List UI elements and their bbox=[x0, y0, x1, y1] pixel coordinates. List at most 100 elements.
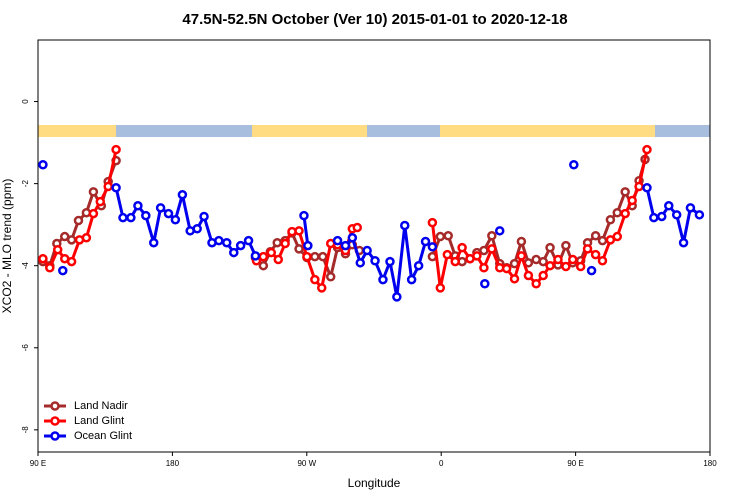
data-point bbox=[605, 214, 616, 225]
data-point bbox=[378, 274, 388, 285]
data-point bbox=[523, 270, 534, 281]
land-band bbox=[38, 125, 116, 137]
data-point bbox=[501, 263, 512, 274]
y-tick-label: -6 bbox=[21, 344, 30, 352]
data-point bbox=[545, 242, 555, 253]
legend-marker bbox=[50, 416, 60, 426]
data-point bbox=[642, 144, 652, 155]
data-point bbox=[480, 279, 490, 289]
data-point bbox=[494, 226, 505, 236]
data-point bbox=[685, 203, 696, 213]
data-point bbox=[243, 235, 254, 246]
data-point bbox=[148, 237, 159, 248]
data-point bbox=[126, 212, 136, 223]
legend: Land Nadir Land Glint Ocean Glint bbox=[44, 400, 132, 442]
data-point bbox=[590, 230, 601, 241]
data-point bbox=[66, 256, 77, 267]
ocean-band bbox=[367, 125, 440, 137]
data-point bbox=[88, 187, 99, 197]
y-axis-label: XCO2 - MLO trend (ppm) bbox=[0, 179, 14, 314]
x-tick-label: 90 E bbox=[30, 459, 46, 468]
data-point bbox=[38, 253, 48, 264]
data-point bbox=[141, 210, 151, 221]
data-point bbox=[435, 283, 446, 293]
data-point bbox=[538, 270, 548, 281]
x-tick-label: 90 W bbox=[297, 459, 316, 468]
ocean-band bbox=[655, 125, 710, 137]
x-tick-label: 0 bbox=[439, 459, 444, 468]
data-point bbox=[627, 195, 637, 206]
data-point bbox=[516, 251, 527, 261]
data-point bbox=[597, 235, 608, 246]
chart-title: 47.5N-52.5N October (Ver 10) 2015-01-01 … bbox=[182, 11, 567, 28]
data-point bbox=[310, 274, 320, 285]
y-tick-label: -2 bbox=[21, 180, 30, 188]
data-point bbox=[479, 262, 489, 273]
data-point bbox=[258, 251, 269, 262]
data-point bbox=[222, 237, 232, 248]
data-point bbox=[634, 181, 644, 192]
data-point bbox=[199, 211, 209, 222]
data-point bbox=[81, 233, 92, 243]
data-point bbox=[229, 247, 239, 258]
data-point bbox=[620, 187, 630, 197]
data-point bbox=[553, 254, 563, 265]
data-point bbox=[266, 247, 277, 258]
data-point bbox=[347, 233, 358, 243]
series-line bbox=[114, 187, 701, 298]
data-point bbox=[362, 245, 372, 256]
y-tick-label: -4 bbox=[21, 262, 30, 270]
data-point bbox=[170, 214, 181, 225]
data-point bbox=[575, 261, 586, 272]
data-point bbox=[258, 260, 269, 271]
data-point bbox=[58, 265, 68, 276]
legend-marker bbox=[50, 431, 60, 441]
data-point bbox=[443, 230, 453, 241]
data-point bbox=[88, 208, 99, 219]
data-point bbox=[487, 230, 497, 241]
data-point bbox=[299, 210, 309, 221]
data-point bbox=[538, 256, 548, 267]
surface-strip bbox=[38, 125, 710, 137]
data-point bbox=[294, 244, 304, 254]
legend-label: Land Glint bbox=[74, 415, 124, 427]
data-point bbox=[303, 240, 313, 251]
data-point bbox=[620, 208, 630, 219]
x-axis-label: Longitude bbox=[348, 476, 401, 490]
data-point bbox=[612, 208, 623, 218]
data-point bbox=[310, 251, 320, 262]
legend-label: Land Nadir bbox=[74, 400, 128, 412]
land-band bbox=[440, 125, 655, 137]
x-tick-label: 180 bbox=[703, 459, 717, 468]
data-point bbox=[569, 159, 579, 170]
data-point bbox=[325, 272, 336, 282]
x-tick-label: 180 bbox=[166, 459, 180, 468]
data-point bbox=[235, 240, 246, 251]
data-point bbox=[340, 240, 351, 251]
data-point bbox=[545, 260, 555, 271]
data-point bbox=[561, 240, 571, 251]
data-point bbox=[427, 242, 438, 252]
data-point bbox=[250, 251, 261, 261]
data-point bbox=[316, 283, 327, 293]
data-point bbox=[111, 144, 121, 155]
data-point bbox=[457, 242, 467, 253]
data-point bbox=[52, 244, 63, 255]
data-point bbox=[118, 212, 128, 223]
data-point bbox=[163, 208, 174, 219]
legend-label: Ocean Glint bbox=[74, 430, 132, 442]
data-point bbox=[192, 224, 202, 234]
data-point bbox=[612, 231, 623, 242]
data-point bbox=[38, 159, 48, 170]
data-point bbox=[516, 236, 527, 247]
data-point bbox=[442, 249, 453, 260]
data-point bbox=[664, 201, 674, 211]
data-point bbox=[73, 215, 84, 226]
data-point bbox=[694, 210, 705, 220]
data-point bbox=[427, 217, 438, 228]
data-point bbox=[385, 256, 395, 267]
data-point bbox=[355, 258, 366, 268]
ocean-band bbox=[116, 125, 252, 137]
data-point bbox=[318, 251, 328, 262]
